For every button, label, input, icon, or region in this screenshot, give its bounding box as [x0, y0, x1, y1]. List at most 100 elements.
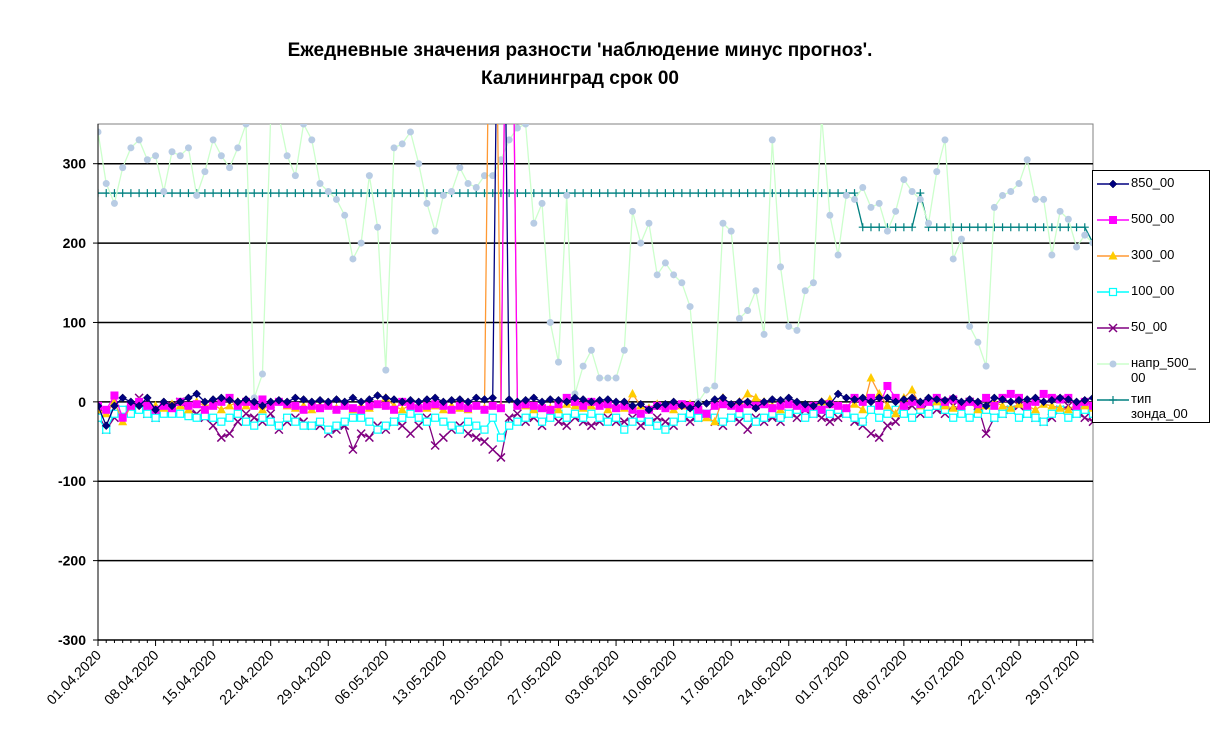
marker: [866, 373, 876, 382]
marker: [784, 400, 793, 409]
marker: [209, 189, 218, 198]
marker: [1031, 393, 1040, 403]
marker: [940, 395, 950, 405]
marker: [1108, 287, 1118, 297]
marker: [596, 374, 604, 382]
marker: [735, 397, 744, 407]
marker: [1080, 413, 1090, 423]
marker: [537, 397, 547, 407]
marker: [989, 393, 999, 403]
marker: [759, 397, 769, 407]
marker: [521, 413, 530, 422]
marker: [365, 172, 373, 180]
chart-title: Ежедневные значения разности 'наблюдение…: [288, 40, 873, 61]
legend-label: 50_00: [1131, 319, 1168, 334]
x-tick-label: 27.05.2020: [504, 647, 565, 708]
marker: [152, 152, 160, 160]
marker: [760, 189, 769, 198]
marker: [908, 187, 916, 195]
marker: [364, 433, 374, 443]
chart-subtitle: Калининград срок 00: [481, 68, 679, 89]
marker: [1007, 187, 1015, 195]
marker: [834, 251, 842, 259]
legend-swatch: [1097, 179, 1129, 189]
marker: [1023, 401, 1032, 410]
marker: [578, 395, 588, 404]
marker: [866, 223, 875, 232]
marker: [1039, 417, 1048, 426]
marker: [126, 189, 135, 198]
marker: [464, 404, 473, 413]
marker: [504, 395, 514, 404]
marker: [258, 189, 267, 198]
marker: [882, 400, 892, 410]
marker: [208, 421, 218, 431]
marker: [505, 136, 513, 144]
marker: [184, 393, 193, 403]
legend-swatch: [1097, 251, 1129, 260]
marker: [447, 405, 456, 414]
marker: [619, 417, 629, 427]
marker: [249, 413, 259, 423]
marker: [784, 393, 794, 403]
marker: [744, 307, 752, 315]
marker: [973, 223, 982, 232]
marker: [777, 263, 785, 271]
legend-label: 850_00: [1131, 175, 1175, 190]
marker: [1064, 413, 1073, 422]
marker: [702, 409, 711, 418]
marker: [291, 417, 300, 426]
marker: [792, 397, 802, 407]
marker: [1039, 397, 1049, 407]
marker: [118, 393, 128, 403]
marker: [891, 397, 900, 407]
marker: [776, 401, 785, 410]
marker: [496, 433, 506, 442]
marker: [1108, 179, 1118, 189]
marker: [267, 113, 274, 120]
marker: [1072, 409, 1081, 418]
marker: [1072, 223, 1081, 232]
marker: [234, 144, 242, 152]
legend-label: тип зонда_00: [1131, 391, 1188, 421]
marker: [562, 421, 572, 431]
marker: [743, 388, 753, 398]
marker: [348, 189, 357, 198]
marker: [118, 189, 127, 198]
marker: [1015, 180, 1023, 188]
marker: [940, 223, 949, 232]
marker: [793, 326, 801, 334]
marker: [455, 395, 465, 404]
marker: [299, 395, 308, 404]
marker: [562, 397, 572, 407]
marker: [858, 393, 868, 403]
marker: [644, 189, 653, 198]
marker: [340, 189, 349, 198]
marker: [464, 189, 473, 198]
marker: [817, 413, 827, 423]
marker: [603, 404, 613, 414]
marker: [143, 401, 152, 410]
marker: [381, 401, 390, 410]
marker: [356, 397, 366, 407]
marker: [1080, 223, 1089, 232]
marker: [381, 189, 390, 198]
marker: [948, 403, 958, 412]
marker: [859, 184, 867, 192]
marker: [949, 255, 957, 263]
marker: [727, 413, 736, 422]
x-tick-label: 08.07.2020: [849, 647, 910, 708]
marker: [785, 322, 793, 330]
x-tick-label: 29.04.2020: [274, 647, 335, 708]
marker: [767, 395, 777, 404]
marker: [1063, 404, 1073, 414]
marker: [553, 404, 563, 414]
marker: [686, 189, 695, 198]
marker: [685, 417, 695, 427]
marker: [398, 413, 407, 422]
series: [98, 124, 1093, 422]
x-tick-label: 17.06.2020: [676, 647, 737, 708]
marker: [644, 417, 654, 426]
marker: [660, 417, 670, 427]
marker: [299, 421, 308, 430]
